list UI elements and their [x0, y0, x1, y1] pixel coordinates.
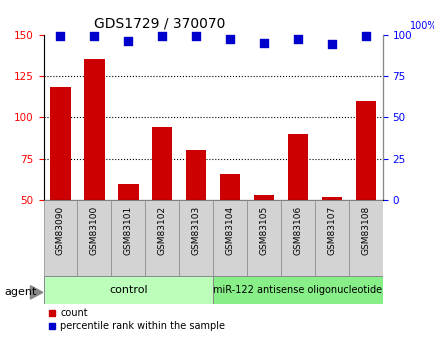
Text: 100%: 100%: [409, 21, 434, 31]
Point: [57, 33, 64, 39]
Text: GSM83105: GSM83105: [259, 206, 268, 255]
Text: GSM83107: GSM83107: [327, 206, 335, 255]
Bar: [213, 276, 382, 304]
Point: [91, 33, 98, 39]
Polygon shape: [30, 286, 43, 299]
Text: GSM83106: GSM83106: [293, 206, 302, 255]
Bar: [314, 200, 348, 276]
Text: control: control: [109, 285, 147, 295]
Bar: [213, 200, 247, 276]
Text: GDS1729 / 370070: GDS1729 / 370070: [94, 17, 225, 31]
Text: GSM83100: GSM83100: [90, 206, 99, 255]
Bar: [111, 200, 145, 276]
Point: [226, 37, 233, 42]
Text: GSM83103: GSM83103: [191, 206, 200, 255]
Point: [362, 33, 368, 39]
Bar: [355, 101, 375, 200]
Bar: [179, 200, 213, 276]
Bar: [77, 200, 111, 276]
Point: [260, 40, 267, 46]
Bar: [247, 200, 280, 276]
Bar: [152, 127, 172, 200]
Bar: [43, 276, 213, 304]
Bar: [118, 184, 138, 200]
Bar: [348, 200, 382, 276]
Point: [328, 42, 335, 47]
Bar: [220, 174, 240, 200]
Text: GSM83090: GSM83090: [56, 206, 65, 255]
Bar: [321, 197, 341, 200]
Bar: [84, 59, 104, 200]
Text: agent: agent: [4, 287, 36, 296]
Point: [192, 33, 199, 39]
Point: [158, 33, 165, 39]
Legend: count, percentile rank within the sample: count, percentile rank within the sample: [48, 308, 224, 332]
Text: GSM83104: GSM83104: [225, 206, 234, 255]
Text: GSM83108: GSM83108: [361, 206, 369, 255]
Bar: [186, 150, 206, 200]
Text: miR-122 antisense oligonucleotide: miR-122 antisense oligonucleotide: [213, 285, 381, 295]
Point: [125, 38, 132, 44]
Bar: [43, 200, 77, 276]
Point: [294, 37, 301, 42]
Bar: [280, 200, 314, 276]
Bar: [287, 134, 307, 200]
Bar: [145, 200, 179, 276]
Bar: [50, 88, 70, 200]
Bar: [253, 195, 273, 200]
Text: GSM83102: GSM83102: [158, 206, 166, 255]
Text: GSM83101: GSM83101: [124, 206, 132, 255]
